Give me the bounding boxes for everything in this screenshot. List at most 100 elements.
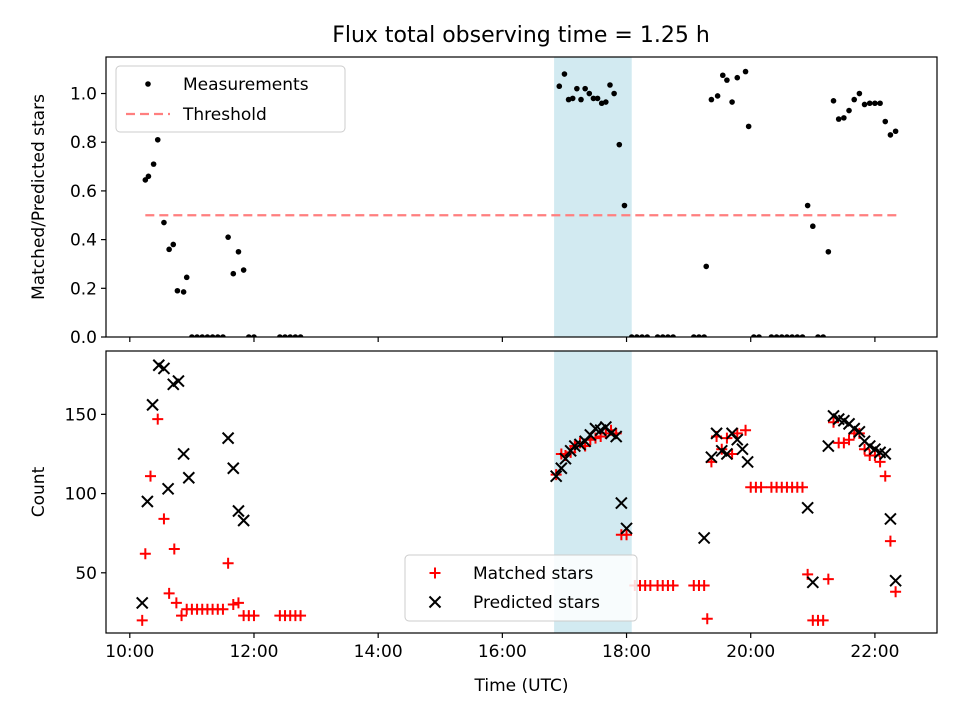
matched-stars-point <box>550 469 562 481</box>
measurement-point <box>778 334 785 337</box>
measurement-point <box>225 234 231 240</box>
measurement-point <box>804 202 811 209</box>
predicted-stars-point <box>609 430 623 443</box>
measurement-point <box>691 334 697 337</box>
measurement-point <box>734 74 741 81</box>
top-panel: 0.0 0.2 0.4 0.6 0.8 1.0 Matched/Predicted star… <box>29 56 938 348</box>
measurement-point <box>194 334 200 337</box>
x-tick-label: 12:00 <box>229 642 278 662</box>
measurement-point <box>292 334 299 337</box>
measurement-point <box>616 141 623 148</box>
x-tick-label: 20:00 <box>726 642 775 662</box>
measurement-point <box>150 161 157 167</box>
predicted-stars-point <box>720 447 734 461</box>
measurement-point <box>145 173 152 180</box>
matched-stars-point <box>698 579 710 591</box>
x-tick-label: 14:00 <box>354 642 403 662</box>
matched-stars-point <box>817 614 829 626</box>
measurement-point <box>856 90 863 97</box>
predicted-stars-point <box>136 596 149 610</box>
measurement-point <box>582 85 588 92</box>
predicted-stars-point <box>705 450 718 464</box>
measurement-point <box>729 99 735 105</box>
measurement-point <box>230 270 237 277</box>
measurement-point <box>724 77 730 83</box>
measurement-point <box>561 71 568 77</box>
predicted-stars-point <box>731 433 744 446</box>
matched-stars-point <box>170 597 182 609</box>
legend-predicted-label: Predicted stars <box>473 593 600 613</box>
predicted-stars-point <box>806 576 820 589</box>
matched-stars-point <box>884 535 896 547</box>
matched-stars-point <box>822 573 834 585</box>
measurement-point <box>603 99 609 105</box>
measurement-point <box>277 334 283 337</box>
measurement-point <box>745 123 752 130</box>
y-tick-label: 0.8 <box>70 133 97 153</box>
measurement-point <box>696 334 702 337</box>
measurement-point <box>574 85 580 92</box>
measurement-point <box>199 334 206 337</box>
predicted-stars-point <box>221 431 235 445</box>
measurement-point <box>701 334 707 337</box>
legend-measurements-marker <box>145 81 151 87</box>
matched-stars-point <box>843 434 855 446</box>
matched-stars-point <box>144 470 156 482</box>
measurement-point <box>861 101 868 108</box>
y-tick-label: 100 <box>65 485 97 505</box>
plot-area <box>136 359 902 626</box>
measurement-point <box>714 93 721 99</box>
measurement-point <box>251 334 257 337</box>
matched-stars-point <box>217 603 229 615</box>
measurement-point <box>719 72 726 79</box>
predicted-stars-point <box>146 398 159 412</box>
measurement-point <box>556 83 563 90</box>
legend-threshold-label: Threshold <box>182 105 267 125</box>
measurement-point <box>161 219 167 226</box>
chart-title: Flux total observing time = 1.25 h <box>332 23 710 48</box>
measurement-point <box>887 132 894 138</box>
predicted-stars-point <box>232 504 245 518</box>
measurement-point <box>789 334 795 337</box>
measurement-point <box>634 334 640 337</box>
matched-stars-point <box>796 481 808 493</box>
matched-stars-point <box>667 579 679 591</box>
measurement-point <box>799 334 806 337</box>
measurement-point <box>866 100 873 107</box>
matched-stars-point <box>869 450 881 462</box>
matched-stars-point <box>222 557 234 569</box>
measurement-point <box>246 334 252 337</box>
matched-stars-point <box>136 614 148 626</box>
measurement-point <box>810 223 816 230</box>
measurement-point <box>166 246 172 253</box>
measurement-point <box>841 115 847 121</box>
legend-box <box>404 554 638 622</box>
measurement-point <box>872 100 878 107</box>
predicted-stars-point <box>889 574 902 587</box>
matched-stars-point <box>152 413 164 425</box>
predicted-stars-point <box>549 469 563 483</box>
measurement-point <box>287 334 294 337</box>
predicted-stars-point <box>853 425 866 439</box>
y-axis-label: Matched/Predicted stars <box>29 94 49 300</box>
plot-area <box>142 68 899 337</box>
measurement-point <box>665 334 671 337</box>
matched-stars-point <box>163 587 175 599</box>
measurement-point <box>815 334 821 337</box>
x-tick-label: 16:00 <box>478 642 527 662</box>
measurement-point <box>851 96 858 103</box>
matched-stars-point <box>232 597 244 609</box>
y-tick-label: 150 <box>65 405 97 425</box>
x-axis-label: Time (UTC) <box>474 676 569 696</box>
measurement-point <box>170 241 177 248</box>
measurement-point <box>639 334 645 337</box>
measurement-point <box>214 334 221 337</box>
measurement-point <box>183 274 190 281</box>
measurement-point <box>180 289 187 295</box>
predicted-stars-point <box>141 495 154 508</box>
matched-stars-point <box>139 548 151 560</box>
measurement-point <box>174 287 181 294</box>
predicted-stars-point <box>177 447 190 461</box>
measurement-point <box>297 334 304 337</box>
